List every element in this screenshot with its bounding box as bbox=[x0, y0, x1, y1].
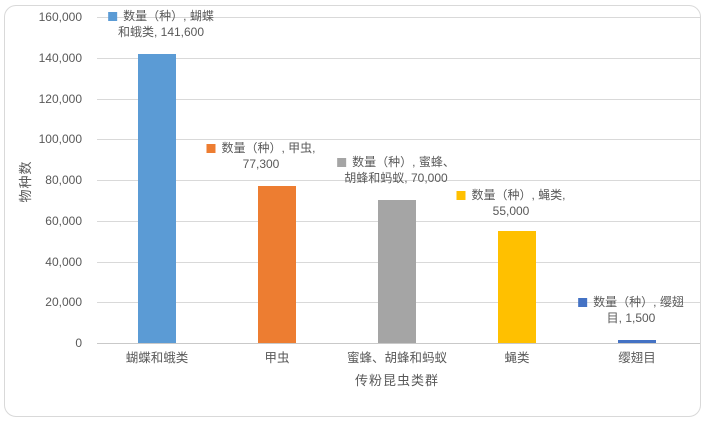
y-tick-label: 140,000 bbox=[38, 50, 82, 65]
y-tick-label: 60,000 bbox=[45, 213, 82, 228]
x-category-label: 蜜蜂、胡蜂和蚂蚁 bbox=[346, 351, 447, 365]
y-tick-label: 160,000 bbox=[38, 10, 82, 24]
data-label-line1: 数量（种）, 蝴蝶 bbox=[123, 9, 214, 23]
y-tick-label: 80,000 bbox=[45, 173, 82, 187]
x-category-label: 缨翅目 bbox=[618, 351, 656, 365]
data-label-2: 数量（种）, 甲虫, 77,300 bbox=[206, 140, 316, 172]
data-label-line1: 数量（种）, 蜜蜂、 bbox=[352, 155, 455, 169]
horizontal-gridline bbox=[97, 98, 700, 100]
legend-key-icon bbox=[206, 143, 216, 153]
horizontal-gridline bbox=[97, 57, 700, 59]
x-axis-title: 传粉昆虫类群 bbox=[354, 373, 439, 388]
bar-4 bbox=[498, 231, 536, 343]
y-tick-label: 120,000 bbox=[38, 91, 82, 106]
legend-key-icon bbox=[108, 11, 118, 21]
legend-key-icon bbox=[578, 297, 588, 307]
bar-5 bbox=[618, 340, 656, 343]
data-label-line1: 数量（种）, 缨翅 bbox=[593, 295, 684, 309]
horizontal-gridline bbox=[97, 139, 700, 141]
data-label-1: 数量（种）, 蝴蝶和蛾类, 141,600 bbox=[108, 8, 214, 40]
x-axis-line bbox=[97, 343, 700, 344]
y-tick-label: 20,000 bbox=[45, 295, 82, 310]
data-label-3: 数量（种）, 蜜蜂、胡蜂和蚂蚁, 70,000 bbox=[337, 154, 455, 186]
chart-frame bbox=[4, 5, 701, 417]
y-tick-label: 100,000 bbox=[38, 132, 82, 147]
x-category-label: 甲虫 bbox=[264, 351, 290, 365]
legend-key-icon bbox=[456, 190, 466, 200]
bar-1 bbox=[138, 54, 176, 343]
x-category-label: 蝴蝶和蛾类 bbox=[125, 351, 189, 365]
bar-3 bbox=[378, 200, 416, 343]
x-category-label: 蝇类 bbox=[504, 351, 530, 365]
legend-key-icon bbox=[337, 157, 347, 167]
bar-2 bbox=[258, 186, 296, 343]
data-label-line2: 55,000 bbox=[492, 204, 530, 218]
horizontal-gridline bbox=[97, 180, 700, 181]
y-tick-label: 40,000 bbox=[45, 254, 82, 269]
y-tick-label: 0 bbox=[75, 336, 82, 350]
data-label-line2: 和蛾类, 141,600 bbox=[117, 25, 205, 39]
data-label-line2: 胡蜂和蚂蚁, 70,000 bbox=[344, 171, 448, 185]
data-label-4: 数量（种）, 蝇类, 55,000 bbox=[456, 187, 566, 219]
data-label-line1: 数量（种）, 蝇类, bbox=[471, 188, 566, 202]
data-label-line2: 77,300 bbox=[242, 157, 280, 171]
data-label-line1: 数量（种）, 甲虫, bbox=[221, 141, 316, 155]
data-label-line2: 目, 1,500 bbox=[606, 311, 656, 325]
horizontal-gridline bbox=[97, 17, 700, 18]
data-label-5: 数量（种）, 缨翅目, 1,500 bbox=[578, 294, 684, 326]
